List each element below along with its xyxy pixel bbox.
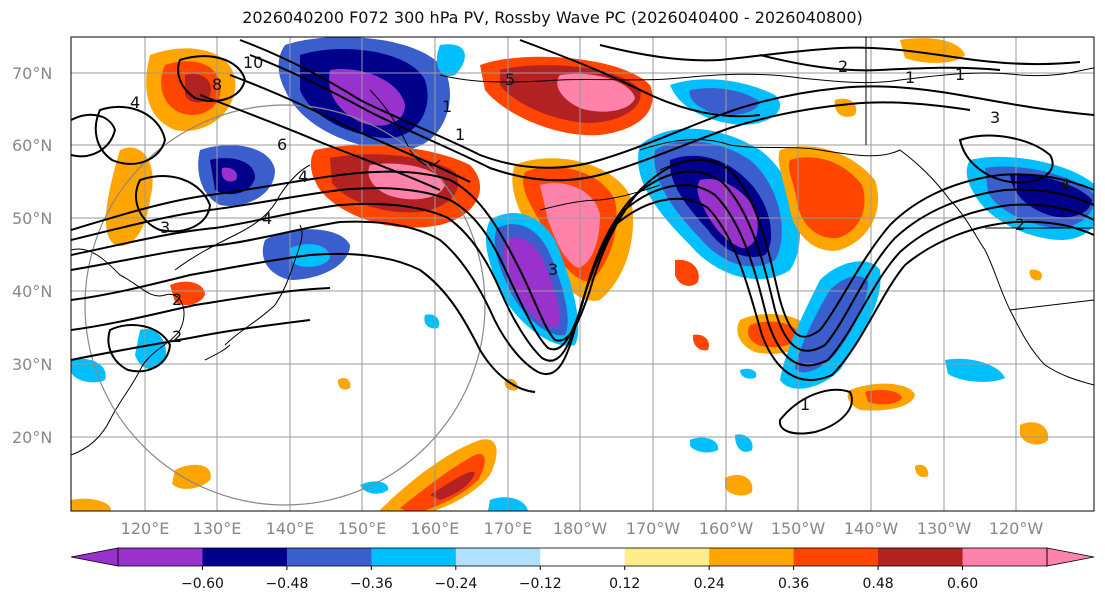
lat-label: 50°N bbox=[12, 209, 52, 228]
lon-label: 120°W bbox=[989, 519, 1044, 538]
colorbar-tick-label: −0.60 bbox=[181, 576, 224, 592]
map-border bbox=[70, 36, 1095, 512]
colorbar-tick-label: 0.12 bbox=[609, 576, 640, 592]
colorbar-swatch bbox=[709, 548, 795, 566]
contour-label: 1 bbox=[800, 395, 810, 414]
colorbar-extend-high bbox=[1046, 547, 1095, 567]
colorbar-swatch bbox=[371, 548, 457, 566]
colorbar-swatch bbox=[455, 548, 541, 566]
contour-label: 2 bbox=[172, 290, 182, 309]
colorbar-tick-label: −0.24 bbox=[434, 576, 477, 592]
lat-label: 30°N bbox=[12, 355, 52, 374]
rossby-contours bbox=[71, 39, 1094, 435]
longitude-labels: 120°E 130°E 140°E 150°E 160°E 170°E 180°… bbox=[121, 519, 1044, 538]
lon-label: 130°E bbox=[193, 519, 242, 538]
contour-label: 2 bbox=[838, 57, 848, 76]
lon-label: 180°W bbox=[553, 519, 608, 538]
contour-labels: 10 8 6 4 4 3 2 2 1 1 1 1 2 3 2 3 1 5 4 4 bbox=[130, 53, 1070, 414]
colorbar-tick-label: −0.36 bbox=[350, 576, 393, 592]
lon-label: 120°E bbox=[121, 519, 170, 538]
contour-label: 2 bbox=[1015, 215, 1025, 234]
contour-label: 1 bbox=[905, 68, 915, 87]
lon-label: 160°E bbox=[411, 519, 460, 538]
contour-label: 2 bbox=[172, 327, 182, 346]
contour-label: 6 bbox=[277, 135, 287, 154]
map-title: 2026040200 F072 300 hPa PV, Rossby Wave … bbox=[242, 8, 863, 27]
lon-label: 150°W bbox=[771, 519, 826, 538]
colorbar: −0.60 −0.48 −0.36 −0.24 −0.12 0.12 0.24 0.36 0.4… bbox=[70, 547, 1095, 592]
contour-label: 1 bbox=[442, 97, 452, 116]
contour-label: 3 bbox=[160, 218, 170, 237]
colorbar-tick-label: 0.60 bbox=[947, 576, 978, 592]
colorbar-border bbox=[117, 547, 1048, 567]
contour-label: 4 bbox=[130, 93, 140, 112]
contour-label: 5 bbox=[505, 70, 515, 89]
lon-label: 170°W bbox=[626, 519, 681, 538]
lon-label: 140°E bbox=[266, 519, 315, 538]
latitude-labels: 70°N 60°N 50°N 40°N 30°N 20°N bbox=[12, 64, 52, 447]
lon-label: 170°E bbox=[484, 519, 533, 538]
contour-label: 1 bbox=[955, 65, 965, 84]
colorbar-extend-low bbox=[70, 547, 119, 567]
colorbar-tick-label: −0.48 bbox=[265, 576, 308, 592]
colorbar-tick-label: 0.36 bbox=[778, 576, 809, 592]
contour-label: 1 bbox=[455, 125, 465, 144]
colorbar-tick-label: 0.24 bbox=[694, 576, 725, 592]
colorbar-swatch bbox=[793, 548, 879, 566]
lon-label: 130°W bbox=[917, 519, 972, 538]
colorbar-swatch bbox=[202, 548, 288, 566]
contour-label: 3 bbox=[548, 260, 558, 279]
lat-label: 60°N bbox=[12, 136, 52, 155]
colorbar-swatch bbox=[878, 548, 964, 566]
colorbar-swatch bbox=[286, 548, 372, 566]
contour-label: 4 bbox=[1060, 175, 1070, 194]
contour-label: 4 bbox=[262, 209, 272, 228]
colorbar-swatch bbox=[118, 548, 203, 566]
lat-label: 70°N bbox=[12, 64, 52, 83]
colorbar-tick-label: −0.12 bbox=[519, 576, 562, 592]
contour-label: 3 bbox=[990, 108, 1000, 127]
lon-label: 160°W bbox=[699, 519, 754, 538]
colorbar-swatch bbox=[962, 548, 1048, 566]
pv-anomaly-shading bbox=[71, 37, 1094, 511]
contour-label: 10 bbox=[243, 53, 263, 72]
lat-label: 20°N bbox=[12, 428, 52, 447]
contour-label: 4 bbox=[298, 167, 308, 186]
lat-label: 40°N bbox=[12, 282, 52, 301]
colorbar-tick-label: 0.48 bbox=[863, 576, 894, 592]
range-circle bbox=[84, 104, 486, 506]
colorbar-swatch bbox=[540, 548, 626, 566]
lon-label: 150°E bbox=[338, 519, 387, 538]
lon-label: 140°W bbox=[844, 519, 899, 538]
colorbar-swatch bbox=[624, 548, 710, 566]
contour-label: 8 bbox=[212, 75, 222, 94]
